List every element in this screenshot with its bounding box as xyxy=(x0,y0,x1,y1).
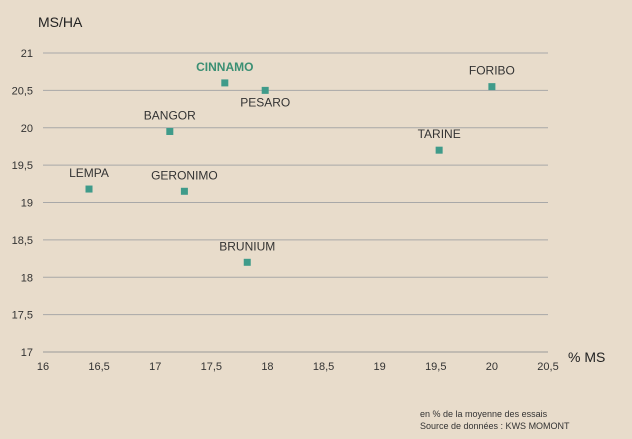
x-tick-label: 18 xyxy=(261,361,273,373)
x-tick-label: 19 xyxy=(374,361,386,373)
data-point xyxy=(488,83,496,91)
x-tick-label: 18,5 xyxy=(313,361,334,373)
x-tick-label: 17,5 xyxy=(201,361,222,373)
y-tick-label: 17,5 xyxy=(12,310,33,322)
footnote-line-2: Source de données : KWS MOMONT xyxy=(420,421,570,431)
x-axis-title: % MS xyxy=(568,349,605,365)
data-points: CINNAMO PESARO FORIBO BANGOR TARINE LEMPA GERO… xyxy=(69,60,515,266)
point-label: BRUNIUM xyxy=(219,239,275,253)
point-label: LEMPA xyxy=(69,166,109,180)
x-tick-label: 20,5 xyxy=(537,361,558,373)
data-point xyxy=(243,258,251,266)
y-tick-label: 18,5 xyxy=(12,235,33,247)
point-label: GERONIMO xyxy=(151,168,218,182)
y-tick-label: 18 xyxy=(21,272,33,284)
footnote-line-1: en % de la moyenne des essais xyxy=(420,409,548,419)
point-label: PESARO xyxy=(240,95,290,109)
point-label: BANGOR xyxy=(144,108,196,122)
data-point xyxy=(435,146,443,154)
y-tick-label: 17 xyxy=(21,347,33,359)
x-axis-ticks: 16 16,5 17 17,5 18 18,5 19 19,5 20 20,5 xyxy=(37,361,559,373)
grid-lines xyxy=(43,52,548,353)
point-label: FORIBO xyxy=(469,64,515,78)
y-tick-label: 20,5 xyxy=(12,85,33,97)
data-point xyxy=(166,127,174,135)
data-point xyxy=(261,86,269,94)
data-point xyxy=(180,187,188,195)
x-tick-label: 19,5 xyxy=(425,361,446,373)
data-point xyxy=(85,185,93,193)
x-tick-label: 16,5 xyxy=(88,361,109,373)
x-tick-label: 16 xyxy=(37,361,49,373)
data-point xyxy=(221,79,229,87)
point-label: CINNAMO xyxy=(196,60,253,74)
y-axis-title: MS/HA xyxy=(38,14,83,30)
x-tick-label: 17 xyxy=(149,361,161,373)
x-tick-label: 20 xyxy=(486,361,498,373)
y-tick-label: 20 xyxy=(21,123,33,135)
y-tick-label: 19,5 xyxy=(12,160,33,172)
point-label: TARINE xyxy=(418,127,461,141)
y-tick-label: 19 xyxy=(21,198,33,210)
y-tick-label: 21 xyxy=(21,48,33,60)
y-axis-ticks: 17 17,5 18 18,5 19 19,5 20 20,5 21 xyxy=(12,48,33,359)
